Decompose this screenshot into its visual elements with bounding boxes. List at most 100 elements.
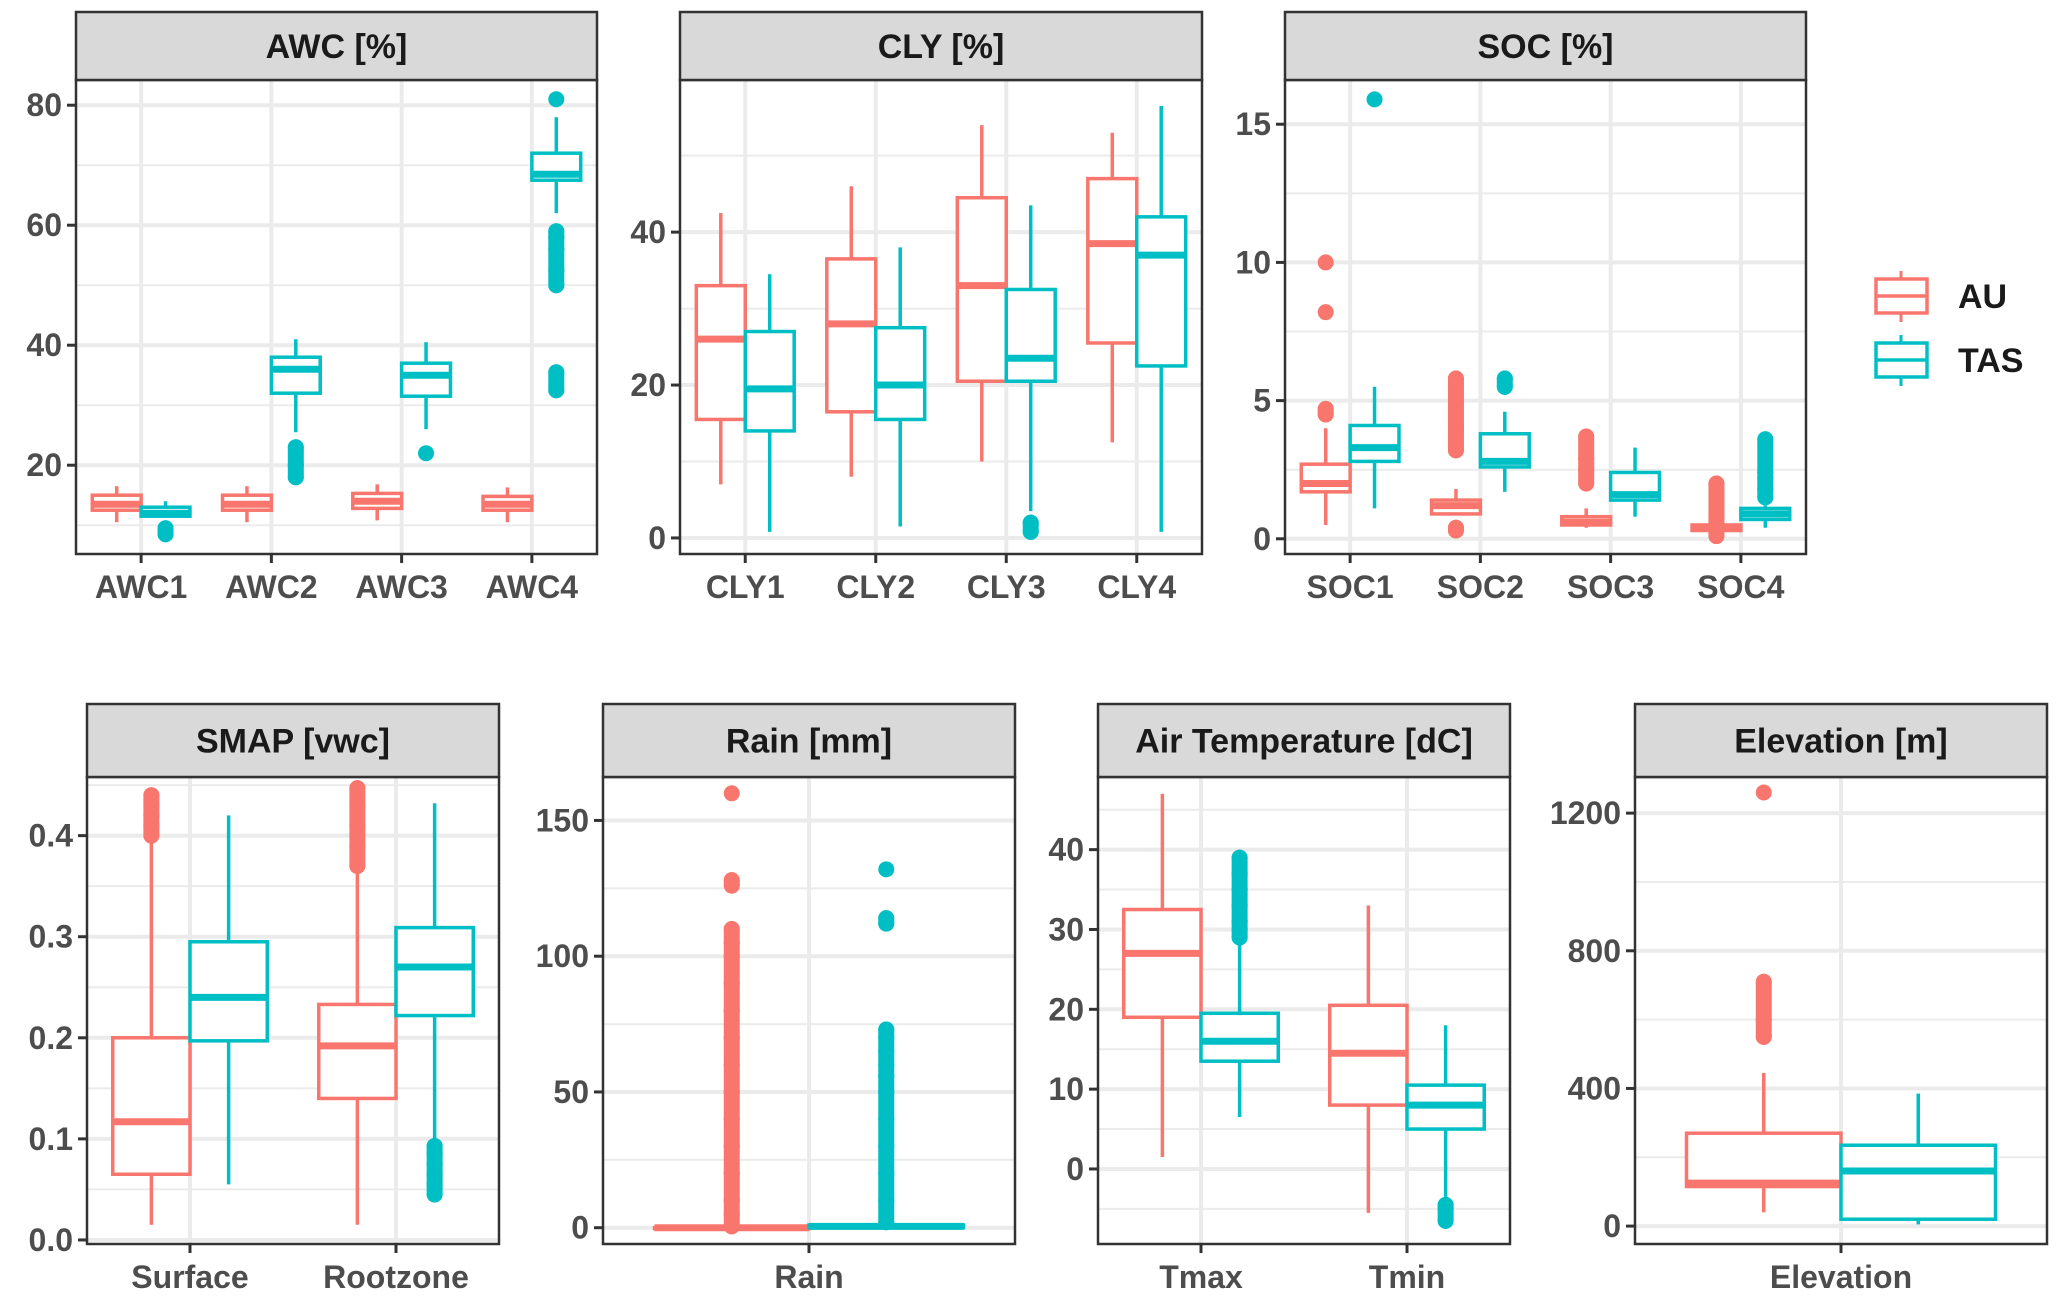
box-au-awc3 xyxy=(351,484,404,521)
box-tas-rain xyxy=(807,861,966,1231)
y-tick-label: 15 xyxy=(1235,106,1271,142)
box-au-cly1 xyxy=(694,213,747,485)
plot-background xyxy=(76,80,597,554)
strip-background xyxy=(85,702,501,779)
outlier-point xyxy=(723,785,740,802)
y-tick-label: 150 xyxy=(536,802,589,838)
legend-label-tas: TAS xyxy=(1958,342,2023,380)
y-tick-label: 10 xyxy=(1235,244,1271,280)
y-tick-label: 800 xyxy=(1568,933,1621,969)
outlier-point xyxy=(1755,784,1772,801)
strip-title: SMAP [vwc] xyxy=(196,723,390,761)
outlier-point xyxy=(1317,254,1334,271)
outlier-point xyxy=(878,861,895,878)
box-iqr xyxy=(743,329,796,433)
box-tas-elevation xyxy=(1839,1093,1998,1225)
box-iqr xyxy=(317,1002,398,1101)
y-tick-label: 80 xyxy=(26,87,62,123)
y-tick-label: 0 xyxy=(571,1210,589,1246)
box-tas-cly2 xyxy=(874,247,927,527)
box-au-cly3 xyxy=(955,125,1008,462)
y-tick-label: 0 xyxy=(1253,521,1271,557)
box-tas-soc3 xyxy=(1608,447,1662,517)
x-tick-label: Elevation xyxy=(1770,1259,1912,1295)
outlier-point xyxy=(1317,304,1334,321)
x-tick-label: SOC1 xyxy=(1307,569,1394,605)
y-tick-label: 60 xyxy=(26,207,62,243)
box-au-soc1 xyxy=(1299,254,1352,525)
box-iqr xyxy=(111,1036,192,1177)
legend-key-au xyxy=(1874,271,1929,322)
y-tick-label: 50 xyxy=(553,1074,589,1110)
box-tas-soc2 xyxy=(1478,370,1531,492)
box-iqr xyxy=(955,195,1008,383)
box-au-tmin xyxy=(1328,905,1409,1213)
box-iqr xyxy=(1199,1011,1280,1063)
box-au-elevation xyxy=(1684,784,1843,1213)
plot-background xyxy=(1285,80,1806,554)
box-iqr xyxy=(694,283,747,422)
box-iqr xyxy=(399,361,453,398)
x-tick-label: CLY1 xyxy=(706,569,785,605)
x-tick-label: SOC2 xyxy=(1437,569,1524,605)
x-tick-label: CLY2 xyxy=(836,569,915,605)
strip-background xyxy=(678,10,1204,82)
y-tick-label: 0 xyxy=(1603,1208,1621,1244)
legend-key-tas xyxy=(1874,335,1929,386)
box-tas-tmin xyxy=(1405,1025,1486,1229)
x-tick-label: Tmin xyxy=(1369,1259,1445,1295)
strip-title: SOC [%] xyxy=(1478,28,1614,66)
box-iqr xyxy=(188,940,269,1043)
panel-smap-vwc: SMAP [vwc] 0.0 0.1 0.2 0.3 0.4 Surface Rootzone xyxy=(29,702,501,1295)
x-tick-label: AWC3 xyxy=(355,569,447,605)
y-tick-label: 5 xyxy=(1253,383,1271,419)
box-iqr xyxy=(1348,423,1401,464)
strip-background xyxy=(1096,702,1512,779)
panel-air-temperature-dc: Air Temperature [dC] 0 10 20 30 40 Tmax Tmin xyxy=(1048,702,1512,1295)
y-tick-label: 0.3 xyxy=(29,919,73,955)
y-tick-label: 0.4 xyxy=(29,818,74,854)
y-tick-label: 1200 xyxy=(1550,795,1621,831)
box-au-tmax xyxy=(1122,793,1203,1157)
y-tick-label: 30 xyxy=(1048,911,1084,947)
y-tick-label: 40 xyxy=(1048,832,1084,868)
strip-title: Elevation [m] xyxy=(1734,723,1947,761)
y-tick-label: 100 xyxy=(536,938,589,974)
strip-title: AWC [%] xyxy=(266,28,408,66)
box-au-rain xyxy=(652,785,811,1235)
box-tas-awc1 xyxy=(139,501,192,543)
box-tas-cly1 xyxy=(743,274,796,532)
x-tick-label: Rain xyxy=(774,1259,843,1295)
y-tick-label: 40 xyxy=(26,327,62,363)
box-iqr xyxy=(1122,907,1203,1020)
y-tick-label: 0.1 xyxy=(29,1121,73,1157)
y-tick-label: 10 xyxy=(1048,1071,1084,1107)
y-tick-label: 0 xyxy=(648,520,666,556)
x-tick-label: CLY4 xyxy=(1097,569,1176,605)
box-au-soc4 xyxy=(1690,475,1743,545)
legend-label-au: AU xyxy=(1958,278,2007,316)
strip-title: Air Temperature [dC] xyxy=(1135,723,1473,761)
x-tick-label: Rootzone xyxy=(323,1259,469,1295)
box-au-surface xyxy=(111,787,192,1225)
x-tick-label: SOC3 xyxy=(1567,569,1654,605)
box-tas-awc4 xyxy=(530,91,583,399)
y-tick-label: 20 xyxy=(1048,991,1084,1027)
panels-layer: AWC [%] 20 40 60 80 AWC1 AWC2 AWC3 AWC4 CLY [%] 0 2… xyxy=(26,10,2049,1295)
box-iqr xyxy=(1086,176,1139,345)
x-tick-label: SOC4 xyxy=(1697,569,1784,605)
box-au-soc3 xyxy=(1560,428,1613,528)
box-iqr xyxy=(1839,1143,1998,1221)
outlier-point xyxy=(548,91,565,108)
x-tick-label: CLY3 xyxy=(967,569,1046,605)
box-iqr xyxy=(1684,1131,1843,1189)
box-iqr xyxy=(1135,215,1188,368)
box-tas-rootzone xyxy=(394,803,475,1203)
strip-background xyxy=(1633,702,2049,779)
box-iqr xyxy=(825,257,878,414)
box-tas-awc2 xyxy=(269,339,322,486)
y-tick-label: 0.0 xyxy=(29,1222,73,1258)
box-iqr xyxy=(269,355,322,395)
x-tick-label: AWC1 xyxy=(95,569,187,605)
